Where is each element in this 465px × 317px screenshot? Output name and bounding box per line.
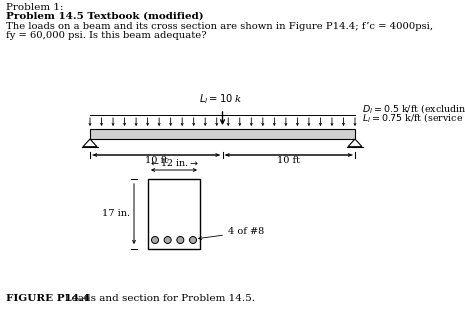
Polygon shape <box>348 139 362 147</box>
Circle shape <box>152 236 159 243</box>
Polygon shape <box>83 139 97 147</box>
Text: $D_l = 0.5$ k/ft (excluding weight): $D_l = 0.5$ k/ft (excluding weight) <box>362 102 465 116</box>
Circle shape <box>190 236 197 243</box>
Text: 10 ft: 10 ft <box>145 156 168 165</box>
Bar <box>148 179 200 249</box>
Text: Loads and section for Problem 14.5.: Loads and section for Problem 14.5. <box>55 294 255 303</box>
Text: Problem 1:: Problem 1: <box>6 3 64 12</box>
Text: $\leftarrow$12 in.$\rightarrow$: $\leftarrow$12 in.$\rightarrow$ <box>149 157 199 168</box>
Text: The loads on a beam and its cross section are shown in Figure P14.4; f’c = 4000p: The loads on a beam and its cross sectio… <box>6 22 433 31</box>
Text: FIGURE P14.4   Loads and section for Problem 14.5.: FIGURE P14.4 Loads and section for Probl… <box>6 294 283 303</box>
Circle shape <box>164 236 171 243</box>
Text: 10 ft: 10 ft <box>277 156 300 165</box>
Circle shape <box>177 236 184 243</box>
Text: $L_l = 0.75$ k/ft (service loads): $L_l = 0.75$ k/ft (service loads) <box>362 112 465 125</box>
Text: 4 of #8: 4 of #8 <box>199 228 264 240</box>
Text: FIGURE P14.4: FIGURE P14.4 <box>6 294 90 303</box>
Text: fy = 60,000 psi. Is this beam adequate?: fy = 60,000 psi. Is this beam adequate? <box>6 31 206 40</box>
Text: 17 in.: 17 in. <box>102 210 130 218</box>
Text: Problem 14.5 Textbook (modified): Problem 14.5 Textbook (modified) <box>6 12 204 21</box>
Text: $L_l = 10$ k: $L_l = 10$ k <box>199 92 242 106</box>
Bar <box>90 129 355 139</box>
